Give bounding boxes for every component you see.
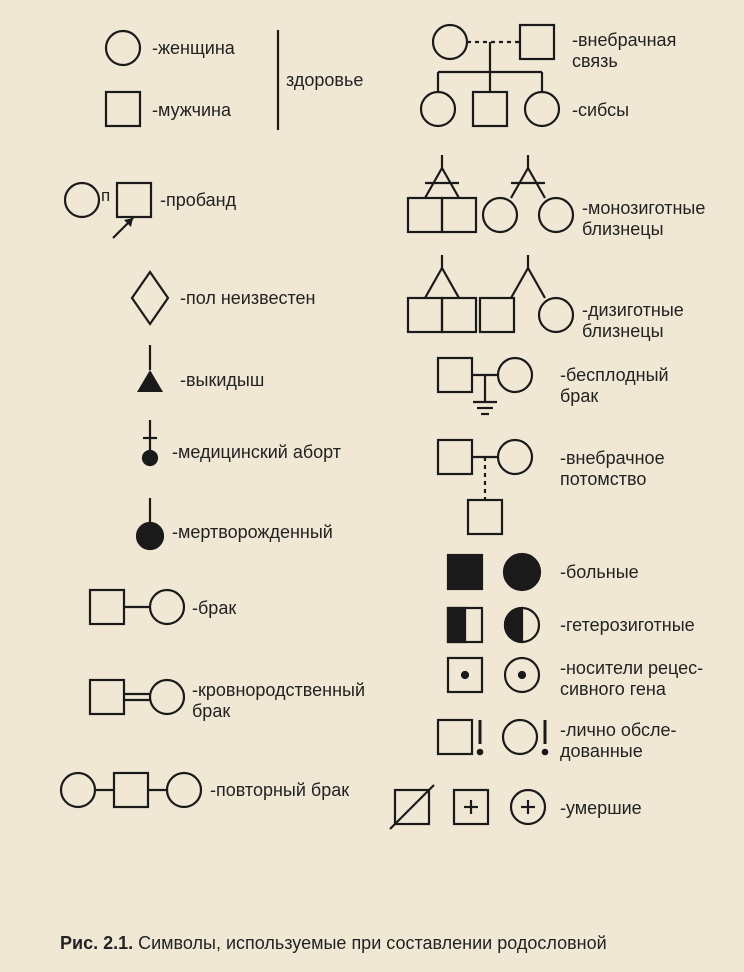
label-consanguineous: -кровнородственный брак <box>192 680 365 721</box>
label-proband-letter: п <box>101 186 110 206</box>
label-heterozygous: -гетерозиготные <box>560 615 695 636</box>
label-male: -мужчина <box>152 100 231 121</box>
figure-caption: Рис. 2.1. Символы, используемые при сост… <box>60 933 607 954</box>
label-illegitimate: -внебрачное потомство <box>560 448 665 489</box>
label-examined: -лично обсле- дованные <box>560 720 677 761</box>
label-mz-twins: -монозиготные близнецы <box>582 198 705 239</box>
label-affected: -больные <box>560 562 639 583</box>
label-female: -женщина <box>152 38 235 59</box>
label-miscarriage: -выкидыш <box>180 370 264 391</box>
label-deceased: -умершие <box>560 798 642 819</box>
caption-text: Символы, используемые при составлении ро… <box>133 933 607 953</box>
label-unknown-sex: -пол неизвестен <box>180 288 315 309</box>
label-infertile: -бесплодный брак <box>560 365 669 406</box>
label-stillborn: -мертворожденный <box>172 522 333 543</box>
label-marriage: -брак <box>192 598 236 619</box>
label-sibs: -сибсы <box>572 100 629 121</box>
caption-bold: Рис. 2.1. <box>60 933 133 953</box>
label-remarriage: -повторный брак <box>210 780 349 801</box>
label-health: здоровье <box>286 70 363 91</box>
label-carriers: -носители рецес- сивного гена <box>560 658 703 699</box>
label-extramarital: -внебрачная связь <box>572 30 676 71</box>
label-abortion: -медицинский аборт <box>172 442 341 463</box>
label-proband: -пробанд <box>160 190 236 211</box>
label-dz-twins: -дизиготные близнецы <box>582 300 684 341</box>
